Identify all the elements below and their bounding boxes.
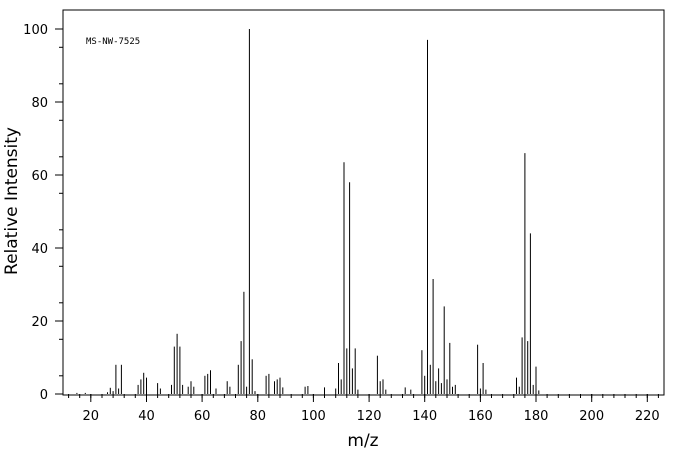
x-tick-label: 100 <box>301 409 326 424</box>
x-tick-label: 80 <box>250 409 267 424</box>
tick-labels: 20 40 60 80 100 120 140 160 180 200 220 0 20 40 60 80 10… <box>23 23 660 424</box>
x-tick-label: 180 <box>524 409 549 424</box>
y-tick-label: 20 <box>31 315 48 330</box>
spectrum-annotation: MS-NW-7525 <box>86 37 140 47</box>
plot-frame <box>62 9 665 396</box>
x-tick-label: 140 <box>412 409 437 424</box>
y-tick-label: 80 <box>31 96 48 111</box>
y-tick-label: 100 <box>23 23 48 38</box>
x-tick-label: 40 <box>138 409 155 424</box>
x-tick-label: 60 <box>194 409 211 424</box>
x-tick-label: 220 <box>635 409 660 424</box>
axis-ticks <box>55 28 659 402</box>
x-tick-label: 20 <box>83 409 100 424</box>
x-tick-label: 200 <box>579 409 604 424</box>
spectrum-peaks <box>76 29 540 394</box>
y-tick-label: 60 <box>31 169 48 184</box>
y-tick-label: 0 <box>40 388 48 403</box>
x-tick-label: 120 <box>357 409 382 424</box>
x-tick-label: 160 <box>468 409 493 424</box>
y-axis-title: Relative Intensity <box>2 127 22 275</box>
y-tick-label: 40 <box>31 242 48 257</box>
x-axis-title: m/z <box>347 431 378 451</box>
